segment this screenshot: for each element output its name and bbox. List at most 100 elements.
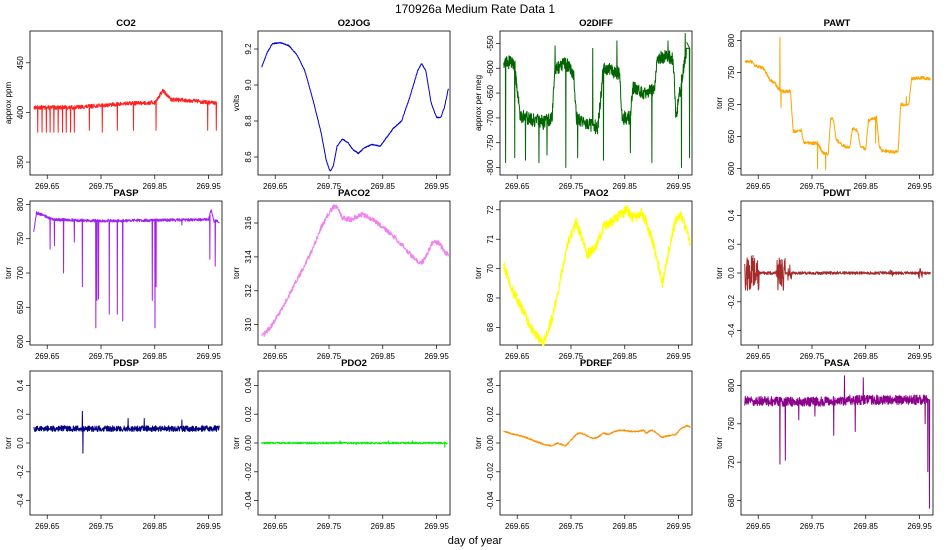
x-tick-label: 269.85 (613, 522, 638, 531)
y-tick-label: 0.4 (16, 379, 25, 391)
x-tick-label: 269.95 (907, 352, 932, 361)
y-tick-label: 9.2 (244, 43, 253, 55)
panel-pasa: PASA 269.65 269.75 269.85 269.95 680 720 760 800… (715, 358, 934, 531)
series-line-pdwt (744, 255, 931, 291)
panel-title: O2DIFF (579, 18, 613, 29)
y-tick-label: -0.2 (16, 464, 25, 478)
y-tick-label: 400 (16, 105, 25, 119)
y-tick-label: 680 (727, 493, 736, 507)
x-tick-label: 269.85 (143, 182, 168, 191)
y-axis-label: approx per meg (474, 75, 483, 131)
x-tick-label: 269.85 (854, 522, 879, 531)
x-tick-label: 269.95 (424, 182, 449, 191)
y-tick-label: 800 (727, 378, 736, 392)
panel-title: PDWT (823, 188, 851, 199)
y-tick-label: 8.6 (244, 151, 253, 163)
y-tick-label: 700 (727, 97, 736, 111)
x-tick-label: 269.75 (800, 182, 825, 191)
y-tick-label: 0.04 (486, 377, 495, 393)
y-tick-label: -750 (486, 134, 495, 151)
panel-o2diff: O2DIFF 269.65 269.75 269.85 269.95 -800 -750 -7… (474, 18, 693, 191)
x-tick-label: 269.65 (35, 352, 60, 361)
y-tick-label: 760 (727, 417, 736, 431)
y-axis-label: volts (232, 95, 241, 111)
y-tick-label: -0.04 (244, 491, 253, 510)
y-tick-label: 69 (486, 293, 495, 302)
series-line-o2jog (261, 41, 449, 172)
x-tick-label: 269.75 (800, 352, 825, 361)
panel-title: O2JOG (338, 18, 371, 29)
plot-frame (257, 200, 451, 346)
y-tick-label: 0.02 (486, 406, 495, 422)
panel-pdsp: PDSP 269.65 269.75 269.85 269.95 -0.4 -0.2 0.0 0… (4, 358, 223, 531)
y-axis-label: torr (474, 437, 483, 449)
y-axis-label: approx ppm (4, 82, 13, 125)
x-tick-label: 269.65 (505, 352, 530, 361)
y-tick-label: 800 (16, 197, 25, 211)
y-axis-label: torr (232, 267, 241, 279)
x-tick-label: 269.85 (143, 522, 168, 531)
y-tick-label: -650 (486, 85, 495, 102)
x-tick-label: 269.75 (89, 522, 114, 531)
x-tick-label: 269.65 (263, 522, 288, 531)
x-tick-label: 269.85 (371, 522, 396, 531)
figure-title: 170926a Medium Rate Data 1 (395, 2, 555, 16)
series-line-pdref (503, 424, 691, 447)
x-tick-label: 269.95 (196, 352, 221, 361)
x-tick-label: 269.85 (371, 352, 396, 361)
x-tick-label: 269.75 (559, 182, 584, 191)
y-tick-label: 600 (727, 161, 736, 175)
x-tick-label: 269.95 (424, 522, 449, 531)
y-tick-label: 0.04 (244, 377, 253, 393)
y-tick-label: 0.0 (16, 437, 25, 449)
panel-title: PASP (113, 188, 139, 199)
plot-frame (29, 200, 223, 346)
panel-title: PDO2 (341, 358, 367, 369)
series-line-paco2 (261, 203, 449, 338)
series-line-co2 (33, 88, 218, 133)
x-tick-label: 269.85 (854, 352, 879, 361)
y-tick-label: 71 (486, 234, 495, 243)
panel-title: PAWT (824, 18, 851, 29)
y-tick-label: 600 (16, 334, 25, 348)
x-tick-label: 269.95 (907, 522, 932, 531)
x-tick-label: 269.65 (505, 182, 530, 191)
y-tick-label: 314 (244, 250, 253, 264)
x-tick-label: 269.65 (746, 352, 771, 361)
x-tick-label: 269.75 (317, 522, 342, 531)
x-tick-label: 269.65 (746, 182, 771, 191)
y-tick-label: 0.00 (244, 435, 253, 451)
y-tick-label: -700 (486, 109, 495, 126)
y-axis-label: torr (4, 267, 13, 279)
x-tick-label: 269.75 (317, 352, 342, 361)
plot-frame (499, 200, 693, 346)
y-axis-label: torr (4, 437, 13, 449)
panel-pdo2: PDO2 269.65 269.75 269.85 269.95 -0.04 -0.02 0.… (232, 358, 451, 531)
panel-title: PDSP (113, 358, 140, 369)
y-tick-label: -0.4 (16, 493, 25, 507)
x-tick-label: 269.85 (613, 352, 638, 361)
panel-title: CO2 (116, 18, 136, 29)
x-tick-label: 269.65 (505, 522, 530, 531)
y-tick-label: 70 (486, 264, 495, 273)
y-tick-label: 0.0 (727, 267, 736, 279)
y-tick-label: 350 (16, 155, 25, 169)
x-tick-label: 269.65 (35, 522, 60, 531)
x-tick-label: 269.95 (196, 182, 221, 191)
y-tick-label: -0.4 (727, 323, 736, 337)
x-tick-label: 269.85 (143, 352, 168, 361)
panel-pawt: PAWT 269.65 269.75 269.85 269.95 600 650 700 750… (715, 18, 934, 191)
y-tick-label: -800 (486, 159, 495, 176)
series-line-pdo2 (261, 440, 448, 448)
panel-title: PASA (824, 358, 850, 369)
y-axis-label: torr (715, 437, 724, 449)
series-line-pasp (33, 209, 220, 329)
y-tick-label: 0.00 (486, 435, 495, 451)
y-tick-label: 0.4 (727, 209, 736, 221)
series-line-pasa (744, 375, 931, 509)
y-axis-label: torr (474, 267, 483, 279)
y-tick-label: -0.2 (727, 294, 736, 308)
y-tick-label: 750 (727, 65, 736, 79)
series-line-pawt (744, 36, 931, 171)
